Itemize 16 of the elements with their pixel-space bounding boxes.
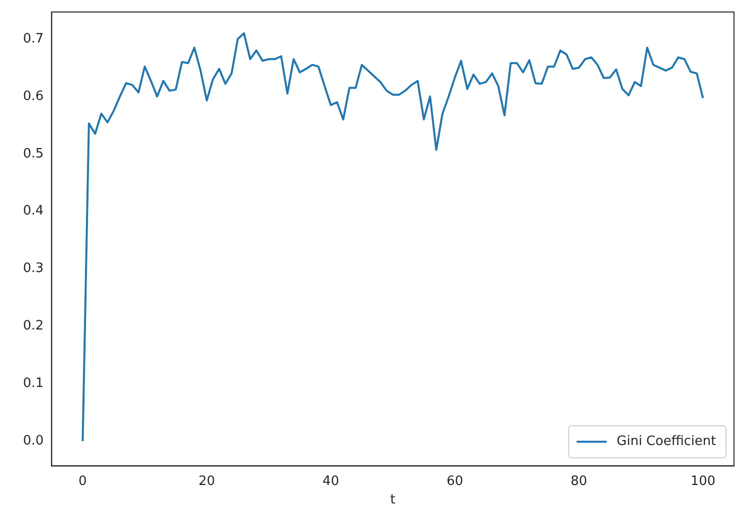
legend-label: Gini Coefficient [616,434,716,450]
x-tick-label: 20 [198,474,216,489]
y-tick-label: 0.3 [22,261,44,276]
x-tick-label: 80 [570,474,588,489]
x-tick-label: 60 [446,474,464,489]
y-tick-label: 0.5 [22,146,44,162]
x-tick-label: 0 [78,474,87,489]
x-axis-title: t [390,492,396,508]
y-tick-label: 0.0 [22,433,44,448]
x-tick-label: 40 [322,474,340,489]
y-tick-label: 0.2 [22,318,44,334]
y-tick-label: 0.1 [22,376,44,392]
y-tick-label: 0.4 [22,204,44,219]
y-tick-label: 0.6 [22,88,44,104]
y-tick-label: 0.7 [22,31,44,46]
x-tick-label: 100 [690,474,716,489]
